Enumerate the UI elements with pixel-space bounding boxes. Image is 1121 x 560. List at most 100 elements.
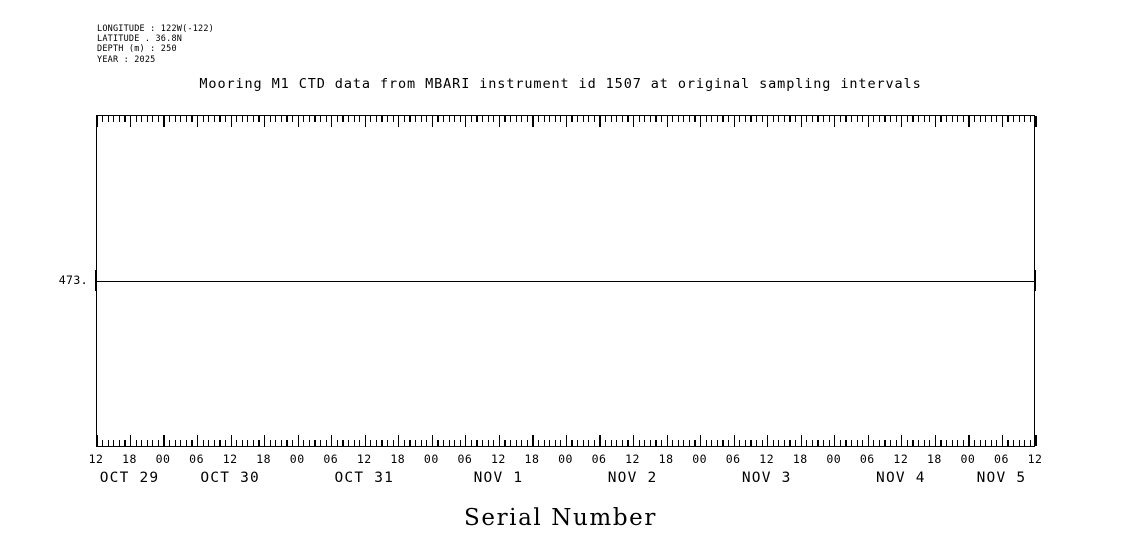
axis-tick-minor — [979, 116, 981, 122]
axis-tick-minor — [722, 116, 724, 122]
axis-tick-minor — [515, 440, 517, 446]
axis-tick-minor — [655, 440, 657, 446]
axis-tick-major — [498, 435, 501, 446]
axis-tick-minor — [107, 116, 109, 122]
axis-tick-minor — [817, 116, 819, 122]
axis-tick-minor — [292, 116, 294, 122]
axis-tick-minor — [951, 440, 953, 446]
axis-tick-minor — [985, 440, 987, 446]
axis-tick-minor — [610, 116, 612, 122]
chart-title: Mooring M1 CTD data from MBARI instrumen… — [199, 76, 922, 92]
x-axis-date-label: NOV 2 — [607, 470, 658, 486]
axis-tick-minor — [850, 440, 853, 446]
axis-tick-major — [331, 116, 333, 127]
axis-tick-minor — [409, 116, 411, 122]
axis-tick-minor — [1007, 440, 1009, 446]
x-axis-hour-label: 00 — [155, 452, 171, 466]
axis-tick-minor — [521, 440, 523, 446]
axis-tick-minor — [292, 440, 294, 446]
axis-tick-minor — [878, 116, 881, 122]
axis-tick-major — [163, 116, 165, 127]
x-axis-hour-label: 00 — [558, 452, 573, 466]
axis-tick-minor — [778, 440, 780, 446]
axis-tick-major — [364, 435, 366, 446]
axis-tick-major — [934, 435, 936, 446]
axis-tick-minor — [180, 440, 182, 446]
axis-tick-minor — [146, 116, 148, 122]
axis-tick-minor — [918, 440, 920, 446]
axis-tick-major — [398, 116, 400, 127]
axis-tick-minor — [526, 440, 528, 446]
axis-tick-minor — [828, 440, 830, 446]
axis-tick-minor — [549, 116, 551, 122]
axis-tick-minor — [795, 440, 797, 446]
axis-tick-major — [264, 116, 266, 127]
metadata-longitude: LONGITUDE : 122W(-122) — [97, 24, 214, 34]
axis-tick-major — [129, 435, 132, 446]
y-axis-tick-label: 473. — [58, 273, 88, 287]
axis-tick-minor — [241, 116, 243, 122]
axis-tick-minor — [655, 116, 657, 122]
axis-tick-minor — [169, 440, 171, 446]
axis-tick-minor — [727, 440, 730, 446]
axis-tick-minor — [789, 116, 791, 122]
axis-tick-minor — [236, 116, 238, 122]
axis-tick-minor — [308, 116, 310, 122]
axis-tick-major — [968, 435, 970, 446]
x-axis-hour-label: 18 — [256, 452, 272, 466]
axis-tick-minor — [996, 440, 998, 446]
axis-tick-minor — [577, 440, 579, 446]
x-axis-date-label: OCT 29 — [99, 470, 160, 486]
axis-tick-minor — [1018, 440, 1020, 446]
axis-tick-minor — [705, 440, 707, 446]
axis-tick-major — [96, 435, 98, 446]
axis-tick-minor — [303, 440, 305, 446]
axis-tick-minor — [923, 116, 925, 122]
x-axis-hour-label: 06 — [725, 452, 741, 466]
axis-tick-minor — [325, 116, 327, 122]
axis-tick-minor — [739, 116, 741, 122]
axis-tick-major — [498, 116, 501, 127]
axis-tick-minor — [493, 116, 495, 122]
axis-tick-minor — [526, 116, 528, 122]
axis-tick-minor — [208, 116, 210, 122]
axis-tick-minor — [923, 440, 925, 446]
axis-tick-minor — [616, 440, 618, 446]
axis-tick-minor — [286, 116, 288, 122]
axis-tick-minor — [141, 116, 143, 122]
axis-tick-minor — [973, 440, 976, 446]
station-metadata: LONGITUDE : 122W(-122) LATITUDE . 36.8N … — [97, 24, 214, 65]
axis-tick-minor — [683, 116, 685, 122]
x-axis-hour-label: 06 — [859, 452, 875, 466]
axis-tick-minor — [593, 116, 596, 122]
axis-tick-minor — [442, 440, 445, 446]
axis-tick-minor — [571, 440, 573, 446]
axis-tick-minor — [353, 116, 355, 122]
axis-tick-minor — [593, 440, 596, 446]
axis-tick-minor — [873, 116, 875, 122]
axis-tick-minor — [515, 116, 517, 122]
axis-tick-minor — [1029, 116, 1031, 122]
axis-tick-minor — [627, 116, 629, 122]
axis-tick-major — [197, 435, 199, 446]
axis-tick-minor — [1007, 116, 1009, 122]
axis-tick-minor — [878, 440, 881, 446]
axis-tick-minor — [224, 116, 227, 122]
axis-tick-minor — [493, 440, 495, 446]
axis-tick-minor — [850, 116, 853, 122]
axis-tick-major — [297, 435, 299, 446]
axis-tick-minor — [174, 116, 176, 122]
y-axis-major-tick-right — [1034, 270, 1036, 291]
axis-tick-minor — [1024, 116, 1026, 122]
x-axis-hour-label: 18 — [122, 452, 137, 466]
axis-tick-minor — [303, 116, 305, 122]
axis-tick-minor — [895, 440, 897, 446]
axis-tick-minor — [448, 116, 450, 122]
axis-tick-minor — [761, 440, 763, 446]
axis-tick-minor — [174, 440, 176, 446]
axis-tick-minor — [940, 116, 942, 122]
axis-tick-minor — [118, 440, 120, 446]
axis-tick-minor — [945, 440, 948, 446]
axis-tick-minor — [638, 440, 640, 446]
axis-tick-minor — [414, 440, 417, 446]
